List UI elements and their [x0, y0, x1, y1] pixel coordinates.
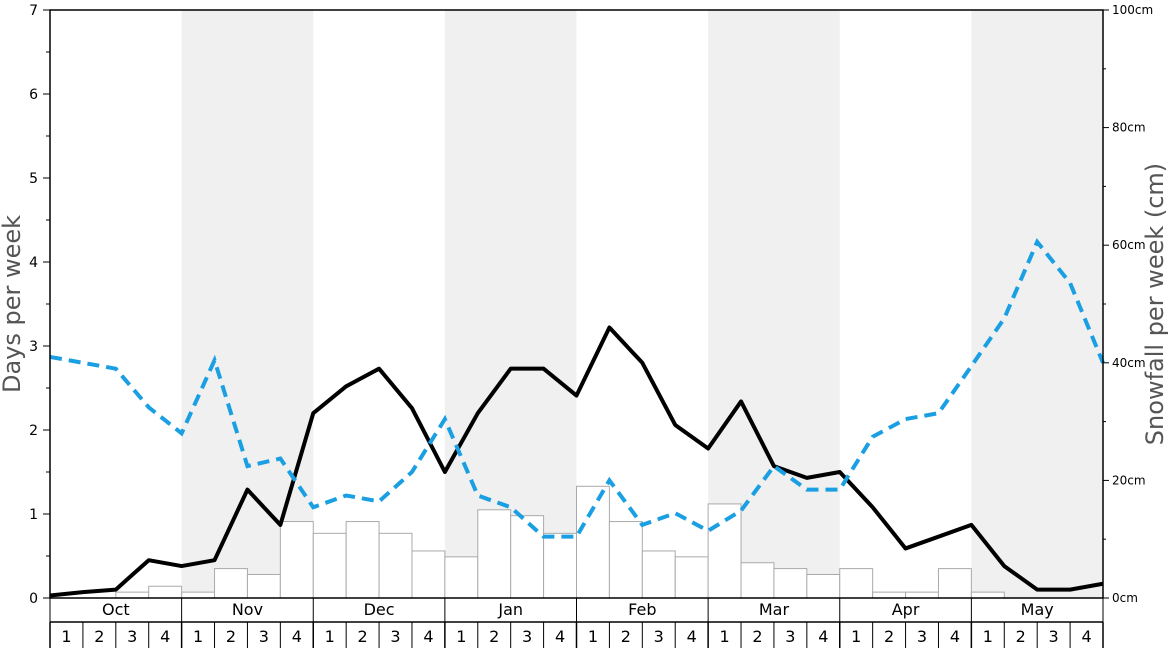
week-label: 4: [555, 627, 565, 646]
snowfall-bar: [510, 515, 545, 599]
right-tick-label: 100cm: [1112, 3, 1153, 17]
left-tick-label: 4: [29, 255, 38, 271]
month-band-nov: [181, 10, 314, 598]
month-label: Feb: [628, 600, 656, 619]
snowfall-bar: [543, 532, 577, 599]
left-tick-label: 0: [29, 591, 38, 607]
snowfall-bar: [970, 591, 1005, 599]
snowfall-bar: [444, 556, 479, 599]
week-label: 2: [489, 627, 499, 646]
snowfall-bar: [279, 521, 314, 599]
week-label: 1: [588, 627, 598, 646]
snowfall-bar: [905, 591, 939, 599]
snowfall-bar: [115, 591, 150, 599]
left-tick-label: 5: [29, 171, 38, 187]
week-label: 4: [818, 627, 828, 646]
snowfall-bar: [872, 591, 907, 599]
week-label: 3: [390, 627, 400, 646]
snowfall-bar: [674, 556, 709, 599]
right-tick-label: 80cm: [1112, 121, 1146, 135]
week-label: 3: [127, 627, 137, 646]
left-tick-label: 3: [29, 339, 38, 355]
month-label: Oct: [102, 600, 130, 619]
snowfall-bar: [806, 573, 841, 599]
snowfall-bar: [246, 573, 281, 599]
snowfall-bar: [378, 532, 413, 599]
week-label: 1: [456, 627, 466, 646]
month-band-mar: [708, 10, 840, 598]
snow-days-line: [49, 325, 1104, 598]
dashed-series-line: [49, 237, 1105, 539]
month-band-jan: [444, 10, 577, 598]
left-tick-label: 6: [29, 87, 38, 103]
week-label: 4: [160, 627, 170, 646]
week-label: 3: [522, 627, 532, 646]
right-tick-label: 60cm: [1112, 238, 1146, 252]
week-label: 2: [752, 627, 762, 646]
snowfall-bar: [214, 568, 248, 599]
right-axis: 0cm 20cm 40cm 60cm 80cm 100cm: [1103, 3, 1153, 605]
snowfall-bar: [937, 568, 972, 599]
snowfall-bar: [740, 562, 775, 599]
week-label-row: 1 2 3 4 1 2 3 4 1 2 3 4 1 2 3 4 1 2 3 4 1 2 3 4 1 2 3 4 1 2 3 4: [49, 621, 1104, 648]
month-label: Nov: [232, 600, 263, 619]
week-label: 1: [325, 627, 335, 646]
week-label: 3: [785, 627, 795, 646]
snowfall-bar: [148, 585, 183, 599]
snowfall-bar: [839, 568, 874, 599]
snowfall-bar: [477, 509, 512, 599]
month-label: May: [1021, 600, 1054, 619]
week-label: 3: [259, 627, 269, 646]
month-bands: [181, 10, 1103, 598]
week-label: 4: [423, 627, 433, 646]
right-axis-title: Snowfall per week (cm): [1141, 163, 1168, 445]
snowfall-bar: [707, 503, 742, 599]
week-label: 1: [851, 627, 861, 646]
snowfall-bar: [641, 550, 676, 599]
week-label: 2: [94, 627, 104, 646]
snowfall-bar: [411, 550, 446, 599]
week-label: 4: [687, 627, 697, 646]
snowfall-bar: [181, 591, 216, 599]
snowfall-bar: [345, 521, 380, 599]
week-label: 2: [884, 627, 894, 646]
left-tick-label: 1: [29, 507, 38, 523]
right-tick-label: 20cm: [1112, 473, 1146, 487]
month-label: Dec: [364, 600, 395, 619]
left-tick-label: 2: [29, 423, 38, 439]
week-label: 1: [983, 627, 993, 646]
month-band-may: [971, 10, 1103, 598]
week-label: 3: [654, 627, 664, 646]
snowfall-bars: [115, 485, 1005, 599]
month-label-row: Oct Nov Dec Jan Feb Mar Apr May: [49, 598, 1104, 622]
left-tick-label: 7: [29, 3, 38, 19]
snowfall-bar: [576, 485, 610, 599]
week-label: 4: [1081, 627, 1091, 646]
week-label: 1: [719, 627, 729, 646]
left-axis: 0 1 2 3 4 5 6 7: [29, 3, 50, 607]
month-label: Apr: [892, 600, 920, 619]
week-label: 1: [193, 627, 203, 646]
week-label: 2: [226, 627, 236, 646]
month-label: Jan: [497, 600, 523, 619]
week-label: 1: [61, 627, 71, 646]
week-label: 2: [358, 627, 368, 646]
right-tick-label: 40cm: [1112, 356, 1146, 370]
week-label: 3: [1049, 627, 1059, 646]
week-label: 4: [950, 627, 960, 646]
left-axis-title: Days per week: [0, 215, 26, 393]
snowfall-bar: [608, 521, 643, 599]
week-label: 4: [292, 627, 302, 646]
week-label: 3: [917, 627, 927, 646]
snowfall-bar: [312, 532, 347, 599]
month-label: Mar: [759, 600, 790, 619]
right-tick-label: 0cm: [1112, 591, 1138, 605]
week-label: 2: [1016, 627, 1026, 646]
snowfall-bar: [773, 568, 808, 599]
week-label: 2: [621, 627, 631, 646]
